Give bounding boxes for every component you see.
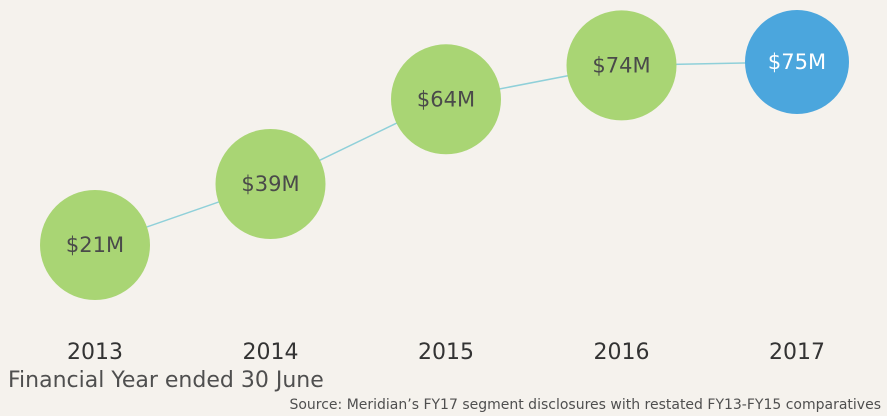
value-label: $21M xyxy=(66,233,124,257)
bubble xyxy=(40,190,150,300)
bubble xyxy=(391,44,501,155)
x-axis-title: Financial Year ended 30 June xyxy=(8,368,324,393)
x-tick-label: 2013 xyxy=(67,340,123,365)
value-label: $39M xyxy=(241,172,299,196)
bubble xyxy=(566,10,677,121)
x-tick-label: 2014 xyxy=(243,340,299,365)
source-note: Source: Meridian’s FY17 segment disclosu… xyxy=(289,397,881,413)
x-tick-label: 2015 xyxy=(418,340,474,365)
value-label: $64M xyxy=(417,87,475,111)
value-label: $75M xyxy=(768,50,826,74)
bubble xyxy=(745,10,849,114)
bubble xyxy=(215,129,326,239)
x-tick-label: 2016 xyxy=(594,340,650,365)
value-label: $74M xyxy=(592,53,650,77)
x-tick-label: 2017 xyxy=(769,340,825,365)
